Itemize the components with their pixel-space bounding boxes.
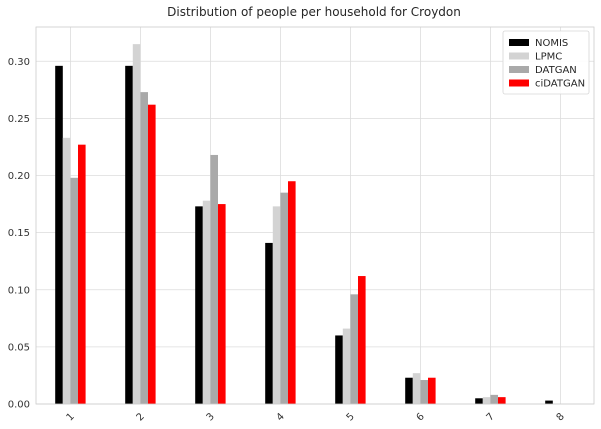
- y-tick-label: 0.00: [8, 400, 30, 411]
- bar-lpmc-1: [62, 137, 71, 404]
- bar-datgan-2: [140, 92, 148, 405]
- bar-nomis-6: [405, 377, 413, 404]
- bar-nomis-7: [475, 398, 483, 404]
- bar-lpmc-4: [272, 206, 281, 404]
- legend-swatch-lpmc: [509, 52, 529, 60]
- bars: [55, 44, 553, 405]
- bar-lpmc-6: [412, 373, 421, 404]
- legend-label-nomis: NOMIS: [535, 38, 568, 49]
- bar-cidatgan-2: [148, 104, 156, 404]
- bar-cidatgan-1: [78, 144, 86, 405]
- bar-lpmc-7: [482, 397, 491, 404]
- bar-datgan-4: [280, 192, 288, 404]
- bar-datgan-3: [210, 154, 218, 404]
- y-tick-label: 0.10: [8, 285, 30, 296]
- legend-swatch-cidatgan: [509, 79, 529, 87]
- bar-datgan-5: [350, 294, 358, 404]
- legend: NOMIS LPMC DATGAN ciDATGAN: [502, 30, 590, 95]
- bar-cidatgan-6: [428, 377, 436, 404]
- bar-nomis-5: [335, 335, 343, 404]
- bar-cidatgan-3: [218, 204, 226, 404]
- bar-cidatgan-4: [288, 181, 296, 404]
- bar-nomis-4: [265, 242, 273, 404]
- y-tick-label: 0.20: [8, 171, 30, 182]
- legend-label-datgan: DATGAN: [535, 65, 577, 76]
- chart-title: Distribution of people per household for…: [167, 5, 461, 19]
- bar-datgan-1: [70, 177, 78, 404]
- bar-lpmc-5: [342, 328, 351, 404]
- legend-swatch-datgan: [509, 66, 529, 73]
- y-tick-label: 0.05: [8, 342, 30, 353]
- bar-cidatgan-5: [358, 276, 366, 404]
- bar-datgan-7: [490, 394, 498, 404]
- bar-datgan-6: [420, 380, 428, 404]
- bar-lpmc-2: [132, 44, 141, 405]
- bar-nomis-3: [195, 206, 203, 404]
- plot-frame: [35, 26, 595, 405]
- legend-label-cidatgan: ciDATGAN: [535, 79, 585, 90]
- bar-nomis-2: [125, 65, 133, 405]
- y-tick-label: 0.25: [8, 114, 30, 125]
- y-tick-label: 0.15: [8, 228, 30, 239]
- legend-box: [502, 30, 590, 95]
- bar-nomis-1: [55, 65, 63, 405]
- legend-swatch-nomis: [509, 39, 529, 46]
- legend-label-lpmc: LPMC: [535, 52, 562, 63]
- bar-nomis-8: [545, 400, 553, 404]
- y-tick-label: 0.30: [8, 57, 30, 68]
- bar-cidatgan-7: [498, 397, 506, 404]
- bar-lpmc-3: [202, 200, 211, 404]
